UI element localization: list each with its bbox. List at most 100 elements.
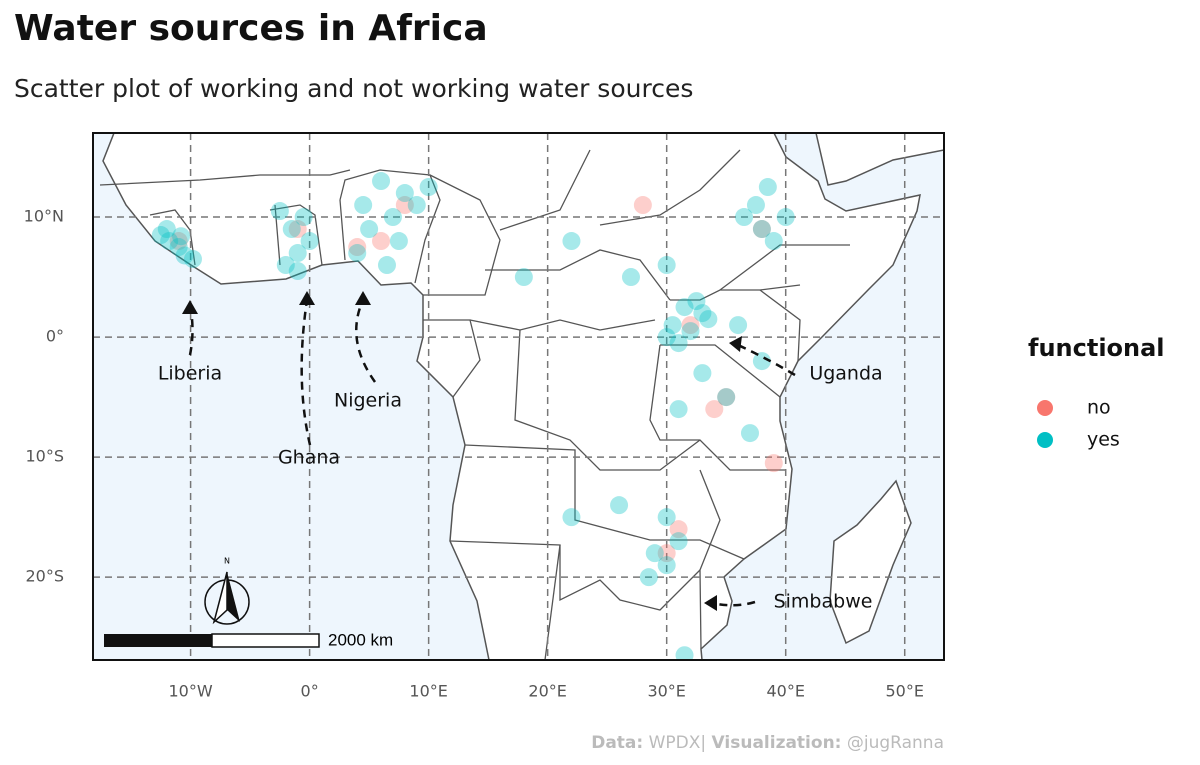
scale-label: 2000 km bbox=[328, 630, 393, 649]
legend-swatch bbox=[1037, 432, 1053, 448]
point bbox=[729, 316, 748, 335]
point bbox=[288, 262, 307, 281]
north-label: N bbox=[224, 557, 230, 566]
legend: no yes bbox=[1037, 397, 1120, 451]
caption-part: Visualization: bbox=[712, 733, 842, 753]
point bbox=[288, 244, 307, 263]
point bbox=[764, 454, 783, 473]
points bbox=[151, 172, 795, 660]
legend-title: functional bbox=[1028, 334, 1165, 362]
point bbox=[705, 400, 724, 419]
point bbox=[717, 388, 736, 407]
grid bbox=[93, 133, 944, 660]
point bbox=[360, 220, 379, 239]
point bbox=[657, 508, 676, 527]
annotation: Simbabwe bbox=[774, 591, 873, 613]
y-tick-label: 10°S bbox=[25, 447, 64, 466]
arrow-heads bbox=[182, 291, 742, 611]
point bbox=[717, 388, 736, 407]
point bbox=[776, 208, 795, 227]
point bbox=[621, 268, 640, 287]
legend-label: no bbox=[1087, 397, 1111, 419]
point bbox=[270, 202, 289, 221]
point bbox=[681, 322, 700, 341]
point bbox=[514, 268, 533, 287]
point bbox=[657, 544, 676, 563]
point bbox=[645, 544, 664, 563]
point bbox=[752, 352, 771, 371]
point bbox=[657, 256, 676, 275]
point bbox=[735, 208, 754, 227]
point bbox=[160, 232, 179, 251]
point bbox=[663, 316, 682, 335]
point bbox=[699, 310, 718, 329]
legend-label: yes bbox=[1087, 429, 1120, 451]
point bbox=[752, 220, 771, 239]
point bbox=[669, 520, 688, 539]
y-tick-label: 0° bbox=[46, 327, 64, 346]
arabia bbox=[815, 133, 944, 186]
scale-bar: 2000 km bbox=[104, 630, 393, 649]
africa bbox=[102, 133, 921, 660]
caption-part: @jugRanna bbox=[847, 733, 944, 753]
point bbox=[419, 178, 438, 197]
caption-part: Data: bbox=[591, 733, 643, 753]
point bbox=[395, 184, 414, 203]
point bbox=[183, 250, 202, 269]
point bbox=[294, 208, 313, 227]
x-tick-label: 40°E bbox=[766, 682, 804, 701]
point bbox=[372, 232, 391, 251]
x-tick-label: 20°E bbox=[528, 682, 566, 701]
point bbox=[300, 232, 319, 251]
point bbox=[377, 256, 396, 275]
point bbox=[151, 226, 170, 245]
point bbox=[657, 556, 676, 575]
point bbox=[169, 232, 188, 251]
annotation-arrows bbox=[188, 299, 796, 607]
point bbox=[746, 196, 765, 215]
point bbox=[395, 196, 414, 215]
point bbox=[157, 220, 176, 239]
point bbox=[372, 172, 391, 191]
point bbox=[354, 196, 373, 215]
point bbox=[740, 424, 759, 443]
legend-swatch bbox=[1037, 400, 1053, 416]
point bbox=[276, 256, 295, 275]
annotation: Uganda bbox=[809, 363, 882, 385]
map bbox=[93, 133, 944, 660]
point bbox=[348, 244, 367, 263]
x-tick-label: 10°W bbox=[169, 682, 213, 701]
chart-subtitle: Scatter plot of working and not working … bbox=[14, 74, 693, 103]
point bbox=[657, 328, 676, 347]
point bbox=[288, 220, 307, 239]
point bbox=[675, 646, 694, 660]
point bbox=[562, 232, 581, 251]
point bbox=[172, 227, 191, 246]
point bbox=[348, 238, 367, 257]
point bbox=[562, 508, 581, 527]
annotation: Nigeria bbox=[334, 390, 402, 412]
point bbox=[752, 220, 771, 239]
borders bbox=[99, 149, 850, 660]
annotation: Ghana bbox=[278, 447, 340, 469]
point bbox=[383, 208, 402, 227]
point bbox=[758, 178, 777, 197]
point bbox=[282, 220, 301, 239]
x-tick-label: 30°E bbox=[647, 682, 685, 701]
point bbox=[764, 232, 783, 251]
caption-part: WPDX| bbox=[649, 733, 707, 753]
y-tick-label: 10°N bbox=[24, 207, 64, 226]
point bbox=[693, 364, 712, 383]
plot-frame bbox=[92, 132, 945, 661]
point bbox=[610, 496, 629, 515]
x-tick-label: 50°E bbox=[885, 682, 923, 701]
x-tick-label: 0° bbox=[301, 682, 319, 701]
point bbox=[669, 400, 688, 419]
point bbox=[639, 568, 658, 587]
point bbox=[169, 238, 188, 257]
point bbox=[687, 292, 706, 311]
point bbox=[681, 316, 700, 335]
north-arrow: N bbox=[204, 557, 250, 625]
